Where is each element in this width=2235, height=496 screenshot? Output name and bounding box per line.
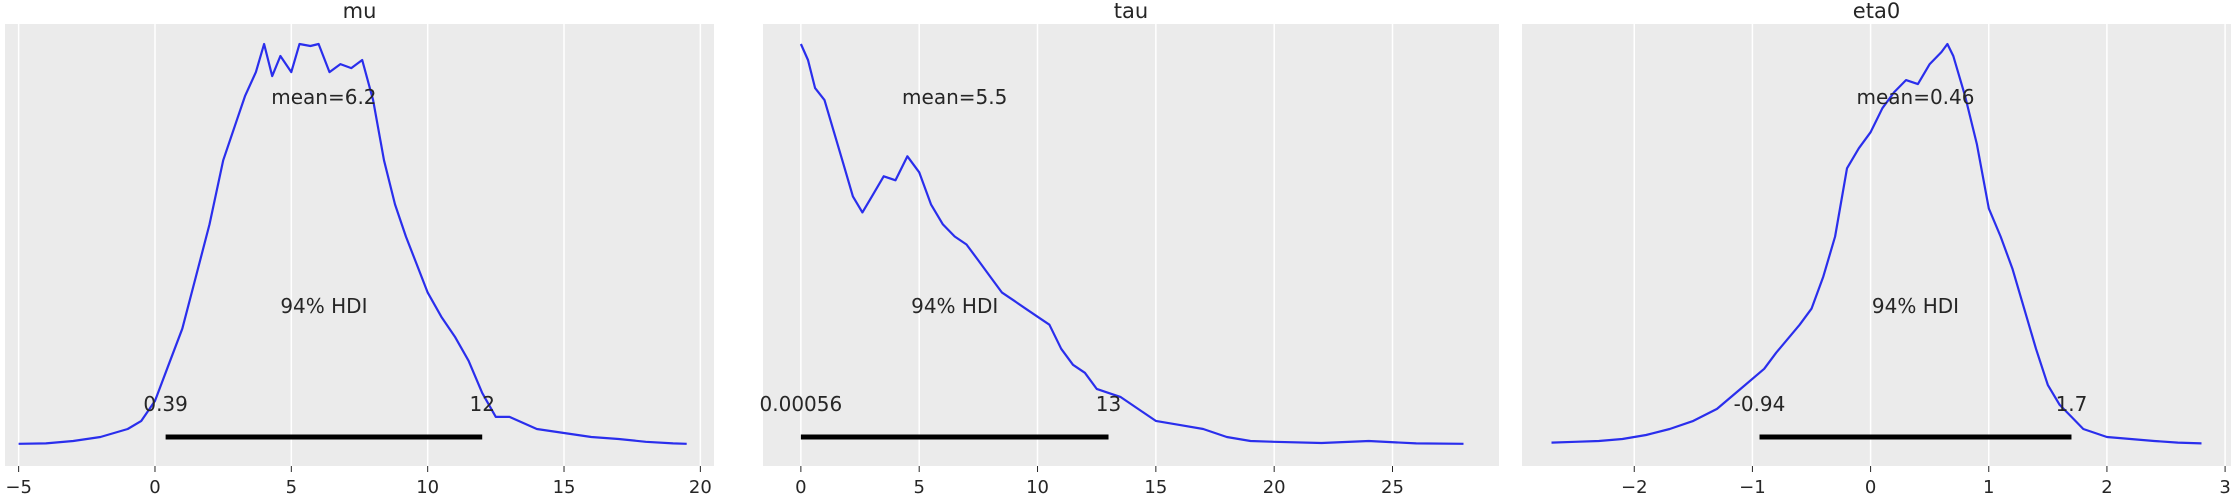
x-tick-label: 2 [2101,477,2112,496]
x-tick-label: 0 [795,477,806,496]
chart-title: tau [1114,0,1148,23]
plot-area [1522,24,2231,466]
hdi-lower-label: 0.00056 [760,392,843,416]
plot-area [5,24,714,466]
hdi-upper-label: 1.7 [2056,392,2088,416]
x-tick-label: 0 [149,477,160,496]
mean-label: mean=5.5 [902,85,1007,109]
panel-eta0: −2 −1 0 1 2 3 eta0 -0.94 1.7 94% HDI mean=0.46 [1522,0,2231,496]
chart-title: eta0 [1853,0,1900,23]
x-tick-label: 3 [2219,477,2230,496]
x-tick-label: −5 [5,477,32,496]
x-tick-label: 10 [416,477,439,496]
hdi-text: 94% HDI [911,294,998,318]
hdi-text: 94% HDI [1872,294,1959,318]
density-line [18,42,687,445]
x-tick-label: 10 [1026,477,1049,496]
hdi-lower-label: -0.94 [1734,392,1786,416]
hdi-upper-label: 12 [469,392,494,416]
x-tick-label: 15 [1144,477,1167,496]
density-line [799,43,1464,445]
hdi-lower-label: 0.39 [143,392,188,416]
panel-tau: 0 5 10 15 20 25 tau 0.00056 13 94% HDI mean=5.5 [760,0,1499,496]
hdi-text: 94% HDI [280,294,367,318]
x-tick-label: 20 [689,477,712,496]
x-tick-label: 5 [913,477,924,496]
x-tick-label: 20 [1263,477,1286,496]
panel-mu: −5 0 5 10 15 20 mu 0.39 12 94% HDI mean=6.2 [5,0,714,496]
x-tick-label: −2 [1621,477,1648,496]
mean-label: mean=0.46 [1856,85,1974,109]
density-line [1551,42,2202,445]
x-tick-label: 0 [1865,477,1876,496]
x-tick-label: 1 [1983,477,1994,496]
x-tick-label: −1 [1739,477,1766,496]
x-tick-label: 15 [553,477,576,496]
x-tick-label: 5 [286,477,297,496]
hdi-upper-label: 13 [1096,392,1121,416]
chart-title: mu [343,0,377,23]
mean-label: mean=6.2 [271,85,376,109]
plot-area [763,24,1499,466]
x-tick-label: 25 [1381,477,1404,496]
